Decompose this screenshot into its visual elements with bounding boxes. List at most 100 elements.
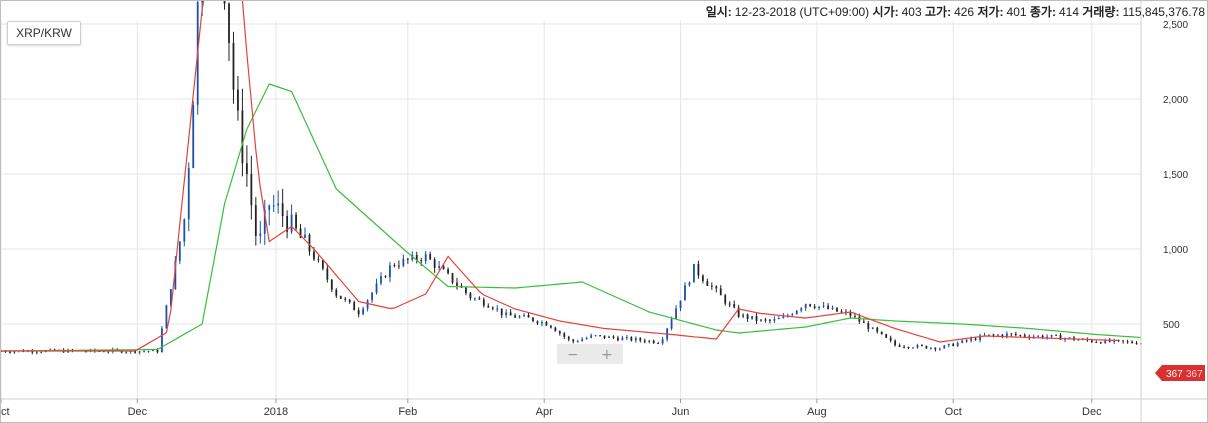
candle-body <box>1041 335 1044 338</box>
candle-body <box>438 266 441 268</box>
candle-body <box>871 327 874 330</box>
y-tick-label: 2,500 <box>1163 20 1188 31</box>
candle-body <box>469 293 472 299</box>
x-tick-label: Aug <box>807 406 827 418</box>
candle-body <box>599 335 601 337</box>
candle-body <box>330 279 333 290</box>
candle-body <box>554 327 557 332</box>
candle-body <box>397 265 400 267</box>
candle-body <box>344 298 347 300</box>
candle-body <box>326 268 329 280</box>
candle-body <box>898 345 901 347</box>
candle-body <box>465 287 467 294</box>
x-tick-label: Dec <box>128 406 148 418</box>
candle-body <box>183 219 186 242</box>
candle-body <box>541 322 543 324</box>
candle-body <box>380 276 382 284</box>
grid <box>1 21 1141 399</box>
current-price-tag: 367 367 <box>1155 365 1205 381</box>
candle-body <box>433 259 436 268</box>
candle-body <box>518 316 521 318</box>
candle-body <box>795 310 798 315</box>
candle-body <box>594 335 597 337</box>
candle-body <box>1023 335 1026 337</box>
candle-body <box>773 319 776 321</box>
candle-body <box>281 203 284 216</box>
candle-body <box>961 340 964 343</box>
candle-body <box>147 351 150 353</box>
candle-body <box>934 347 937 350</box>
candle-body <box>451 273 454 283</box>
candle-body <box>715 286 718 289</box>
candle-body <box>889 337 892 341</box>
candle-body <box>125 351 128 353</box>
candle-body <box>272 205 275 207</box>
candle-body <box>277 203 280 206</box>
symbol-button[interactable]: XRP/KRW <box>7 21 81 45</box>
price-tag-shape <box>1155 365 1205 381</box>
candle-body <box>339 295 342 299</box>
candle-body <box>697 263 700 276</box>
candle-body <box>760 319 762 321</box>
candle-body <box>813 306 816 309</box>
candle-body <box>1131 341 1133 344</box>
candle-body <box>232 43 235 90</box>
candle-body <box>818 306 821 309</box>
candle-body <box>1135 343 1138 345</box>
candle-body <box>187 168 190 220</box>
candle-body <box>719 288 722 296</box>
candle-body <box>648 340 651 342</box>
candle-body <box>549 325 552 328</box>
candle-body <box>728 303 731 305</box>
candle-body <box>979 335 981 341</box>
candle-body <box>500 308 503 316</box>
x-tick-label: Dec <box>1082 406 1102 418</box>
candle-body <box>1077 339 1080 341</box>
candle-body <box>791 314 794 316</box>
candle-body <box>487 305 490 308</box>
candle-body <box>402 258 405 266</box>
candle-body <box>558 331 561 334</box>
candle-body <box>1068 337 1071 339</box>
candle-body <box>102 351 105 353</box>
candle-body <box>532 317 534 322</box>
candle-body <box>925 345 928 349</box>
candle-body <box>49 349 52 351</box>
candle-body <box>35 352 38 354</box>
candle-body <box>630 337 633 341</box>
candle-body <box>1090 340 1093 343</box>
candle-body <box>742 314 745 317</box>
candle-body <box>1050 334 1053 337</box>
candle-body <box>429 254 432 260</box>
x-tick-label: Oct <box>1 406 10 418</box>
candle-body <box>1037 335 1040 337</box>
candle-body <box>916 345 919 348</box>
candle-body <box>13 351 16 353</box>
candle-body <box>31 350 34 353</box>
candle-body <box>1010 333 1013 335</box>
moving-averages <box>1 1 1142 352</box>
x-tick-label: Jun <box>672 406 690 418</box>
candle-body <box>201 1 204 3</box>
candle-body <box>1095 342 1098 344</box>
y-axis: 5001,0001,5002,0002,5003,0003,5004,0004,… <box>1140 1 1188 422</box>
candle-body <box>956 342 959 347</box>
high-label: 고가: <box>924 5 952 19</box>
candle-body <box>482 299 485 306</box>
candle-body <box>617 337 619 341</box>
candle-body <box>473 298 476 300</box>
candle-body <box>621 337 624 341</box>
candle-body <box>313 251 315 260</box>
candle-body <box>478 298 481 300</box>
candle-body <box>603 335 606 338</box>
candle-body <box>943 345 946 349</box>
candle-body <box>456 282 458 286</box>
volume-value: 115,845,376.78 <box>1122 5 1205 19</box>
candle-body <box>992 334 995 336</box>
candle-body <box>178 241 181 261</box>
candle-body <box>733 304 736 308</box>
candle-body <box>107 351 110 353</box>
candle-body <box>263 209 266 234</box>
candle-body <box>862 321 865 323</box>
